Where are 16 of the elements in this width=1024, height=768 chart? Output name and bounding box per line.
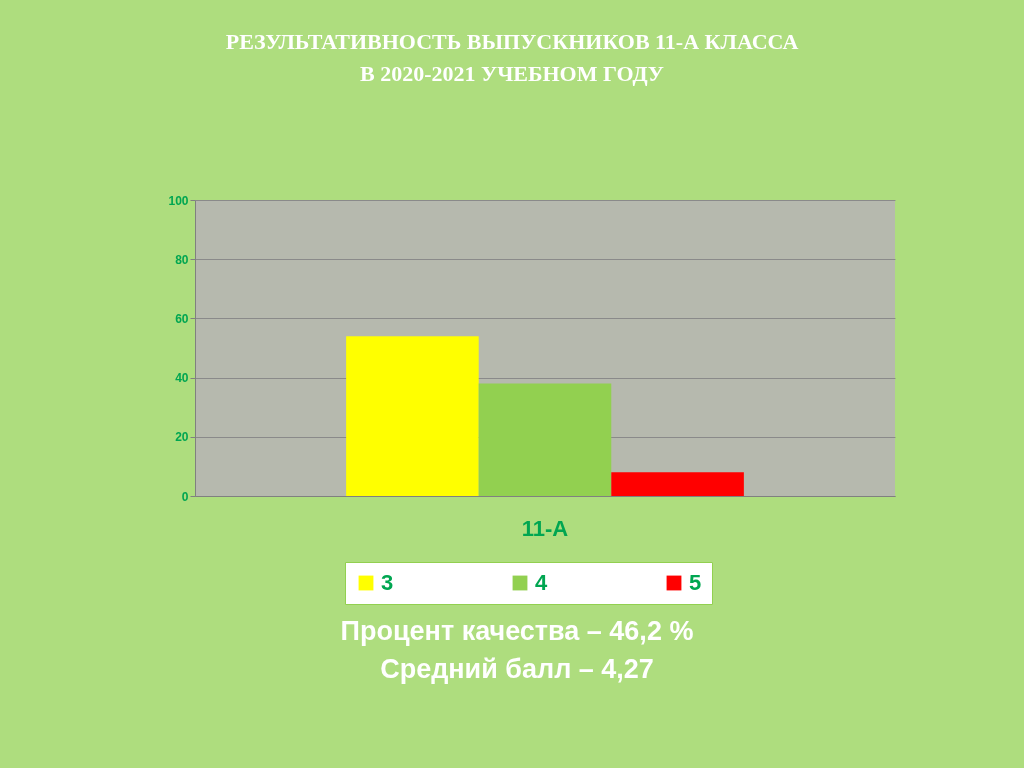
bar [346,336,479,496]
y-tick-label: 100 [168,193,189,208]
text: Средний балл – 4,27 [380,654,654,684]
bar [478,383,612,496]
y-tick-label: 20 [175,430,189,445]
y-tick-label: 60 [175,311,189,326]
y-tick-label: 40 [175,371,189,386]
legend-label: 5 [689,570,702,595]
x-tick-label: 11-А [521,515,569,541]
legend-label: 3 [381,570,394,595]
text: Процент качества – 46,2 % [340,616,694,646]
bar [611,472,744,496]
y-tick-label: 0 [181,489,189,504]
chart-title: РЕЗУЛЬТАТИВНОСТЬ ВЫПУСКНИКОВ 11-А КЛАССА В 2020-2021 УЧЕБНОМ ГОДУ [225,29,799,86]
legend-label: 4 [535,570,548,595]
y-tick-label: 80 [175,252,189,267]
